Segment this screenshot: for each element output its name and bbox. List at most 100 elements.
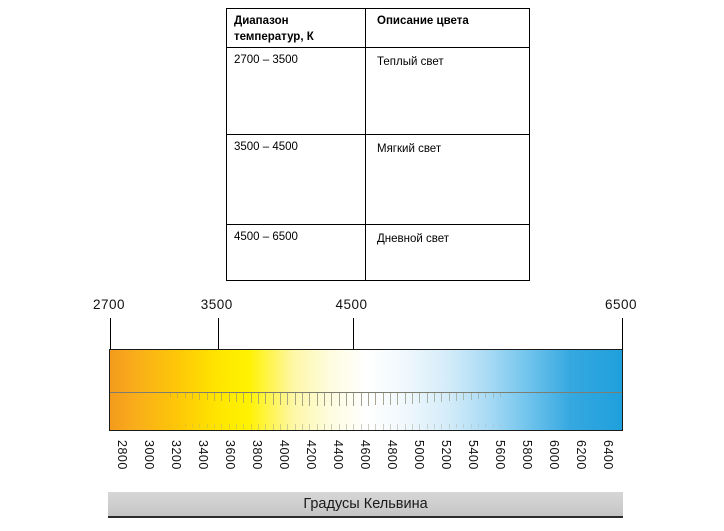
- gradient-minor-tick: [470, 393, 472, 400]
- gradient-minor-tick: [500, 393, 501, 397]
- gradient-minor-tick: [338, 393, 340, 406]
- gradient-minor-tick-lower: [492, 424, 494, 427]
- gradient-minor-tick: [324, 393, 325, 406]
- bottom-axis-label: 6000: [546, 440, 561, 470]
- gradient-minor-tick: [368, 393, 369, 406]
- gradient-minor-tick-lower: [368, 424, 369, 430]
- table-header-row: Диапазон температур, К Описание цвета: [226, 8, 530, 48]
- table-header-range: Диапазон температур, К: [226, 8, 366, 48]
- table-row: 2700 – 3500 Теплый свет: [226, 46, 530, 136]
- gradient-minor-tick: [492, 393, 494, 398]
- gradient-minor-tick: [485, 393, 487, 399]
- gradient-minor-tick: [287, 393, 289, 406]
- gradient-minor-tick: [390, 393, 391, 405]
- gradient-minor-tick-lower: [184, 424, 186, 427]
- gradient-minor-tick-lower: [294, 424, 296, 430]
- color-temperature-gradient-bar: [109, 349, 623, 431]
- gradient-minor-tick: [272, 393, 274, 405]
- gradient-minor-tick-lower: [192, 424, 193, 428]
- gradient-minor-tick: [243, 393, 245, 403]
- top-axis-tick: [217, 318, 219, 351]
- bottom-axis-label: 4400: [331, 440, 346, 470]
- gradient-minor-tick-lower: [243, 424, 245, 430]
- gradient-minor-tick-lower: [265, 424, 267, 430]
- gradient-inner-axis-line: [110, 392, 622, 393]
- gradient-minor-tick-lower: [280, 424, 281, 430]
- top-axis-label: 3500: [200, 297, 233, 312]
- gradient-minor-tick-lower: [170, 424, 171, 427]
- gradient-minor-tick: [404, 393, 406, 405]
- gradient-minor-tick-lower: [434, 424, 435, 430]
- cell-description-1: Теплый свет: [365, 46, 530, 136]
- gradient-minor-tick: [265, 393, 267, 405]
- gradient-minor-tick: [463, 393, 465, 401]
- gradient-minor-tick-lower: [478, 424, 479, 428]
- gradient-minor-tick-lower: [272, 424, 274, 430]
- gradient-minor-tick-lower: [397, 424, 399, 430]
- bottom-axis-label: 3000: [142, 440, 157, 470]
- top-axis-tick: [352, 318, 354, 351]
- gradient-minor-tick-lower: [206, 424, 208, 428]
- gradient-minor-tick-lower: [470, 424, 472, 428]
- gradient-minor-tick: [294, 393, 296, 406]
- table-row: 3500 – 4500 Мягкий свет: [226, 134, 530, 225]
- top-axis-tick: [110, 318, 111, 351]
- gradient-minor-tick: [448, 393, 450, 402]
- bottom-axis-label: 4000: [277, 440, 292, 470]
- gradient-minor-tick-lower: [456, 424, 457, 429]
- top-axis-label: 2700: [93, 297, 126, 312]
- bottom-axis-label: 4200: [304, 440, 319, 470]
- gradient-minor-tick: [236, 393, 237, 403]
- cell-range-2: 3500 – 4500: [226, 134, 366, 225]
- gradient-minor-tick: [192, 393, 193, 399]
- gradient-minor-tick: [353, 393, 355, 406]
- gradient-minor-tick: [331, 393, 333, 406]
- gradient-minor-tick: [302, 393, 303, 406]
- gradient-minor-tick-lower: [441, 424, 443, 429]
- gradient-minor-tick-lower: [214, 424, 215, 429]
- table-row: 4500 – 6500 Дневной свет: [226, 223, 530, 282]
- gradient-minor-tick-lower: [199, 424, 201, 428]
- bottom-axis-label: 5200: [438, 440, 453, 470]
- gradient-minor-tick: [456, 393, 457, 401]
- gradient-minor-tick-lower: [309, 424, 311, 430]
- gradient-minor-tick-lower: [258, 424, 259, 430]
- gradient-minor-tick-lower: [353, 424, 355, 430]
- gradient-minor-tick-lower: [375, 424, 377, 430]
- gradient-minor-tick: [434, 393, 435, 403]
- gradient-minor-tick: [441, 393, 443, 402]
- temperature-range-table: Диапазон температур, К Описание цвета 27…: [226, 8, 530, 282]
- gradient-minor-tick-lower: [324, 424, 325, 430]
- gradient-minor-tick-lower: [360, 424, 362, 430]
- gradient-minor-tick-lower: [485, 424, 487, 427]
- gradient-minor-tick-lower: [316, 424, 318, 430]
- top-axis-label: 6500: [605, 297, 638, 312]
- gradient-minor-tick: [170, 393, 171, 397]
- gradient-minor-tick-lower: [500, 424, 501, 427]
- bottom-axis-label: 5000: [411, 440, 426, 470]
- bottom-axis-label: 6200: [573, 440, 588, 470]
- gradient-minor-tick: [426, 393, 428, 403]
- cell-range-3: 4500 – 6500: [226, 223, 366, 282]
- gradient-minor-tick: [360, 393, 362, 406]
- gradient-minor-tick: [258, 393, 259, 404]
- gradient-minor-tick: [397, 393, 399, 405]
- top-axis-tick: [622, 318, 623, 351]
- gradient-minor-tick-lower: [236, 424, 237, 430]
- gradient-minor-tick: [375, 393, 377, 406]
- kelvin-axis-title-bar: Градусы Кельвина: [108, 492, 623, 518]
- gradient-minor-tick: [478, 393, 479, 399]
- bottom-axis-label: 6400: [600, 440, 615, 470]
- bottom-axis-label: 5600: [492, 440, 507, 470]
- gradient-minor-tick-lower: [382, 424, 384, 430]
- bottom-axis-label: 3400: [196, 440, 211, 470]
- gradient-minor-tick-lower: [412, 424, 413, 430]
- cell-description-3: Дневной свет: [365, 223, 530, 282]
- gradient-minor-tick: [177, 393, 179, 398]
- gradient-minor-tick-lower: [404, 424, 406, 430]
- gradient-minor-tick: [199, 393, 201, 400]
- gradient-minor-tick-lower: [463, 424, 465, 428]
- gradient-minor-tick-lower: [221, 424, 223, 429]
- gradient-minor-tick-lower: [228, 424, 230, 429]
